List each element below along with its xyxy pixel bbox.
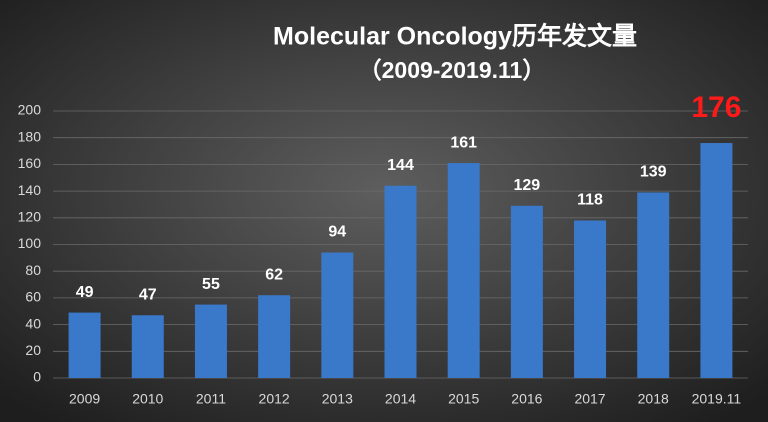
y-tick-label: 200 xyxy=(18,102,42,118)
bar xyxy=(574,220,607,378)
value-label: 139 xyxy=(640,164,667,181)
x-tick-label: 2017 xyxy=(574,391,605,407)
y-tick-label: 20 xyxy=(25,342,41,358)
bar xyxy=(258,295,291,378)
x-tick-label: 2019.11 xyxy=(692,391,742,407)
value-label: 47 xyxy=(139,286,157,303)
value-label: 94 xyxy=(328,224,346,241)
value-label: 161 xyxy=(450,134,477,151)
y-tick-label: 140 xyxy=(18,182,42,198)
value-label: 55 xyxy=(202,276,220,293)
y-tick-label: 180 xyxy=(18,128,42,144)
bar xyxy=(384,185,417,378)
y-tick-label: 0 xyxy=(33,369,41,385)
x-tick-label: 2012 xyxy=(259,391,290,407)
value-label: 176 xyxy=(691,91,741,124)
y-tick-label: 40 xyxy=(25,315,41,331)
y-tick-label: 120 xyxy=(18,209,42,225)
x-tick-label: 2014 xyxy=(385,391,416,407)
value-label: 129 xyxy=(514,177,541,194)
bar xyxy=(194,304,227,378)
x-tick-label: 2010 xyxy=(132,391,163,407)
chart-title: Molecular Oncology历年发文量 xyxy=(273,22,637,51)
bar xyxy=(447,163,480,378)
x-tick-label: 2009 xyxy=(69,391,100,407)
bar xyxy=(131,315,164,378)
bar xyxy=(68,312,101,378)
y-tick-label: 160 xyxy=(18,155,42,171)
bar xyxy=(510,205,543,378)
value-label: 62 xyxy=(265,266,283,283)
x-tick-label: 2015 xyxy=(448,391,479,407)
value-label: 144 xyxy=(387,157,414,174)
x-tick-label: 2018 xyxy=(638,391,669,407)
x-tick-label: 2013 xyxy=(322,391,353,407)
bar xyxy=(637,192,670,378)
bar xyxy=(321,252,354,378)
value-label: 118 xyxy=(577,192,603,209)
value-label: 49 xyxy=(76,284,94,301)
x-tick-label: 2016 xyxy=(511,391,542,407)
y-tick-label: 100 xyxy=(18,235,42,251)
y-tick-label: 80 xyxy=(25,262,41,278)
y-tick-label: 60 xyxy=(25,289,41,305)
bar xyxy=(700,143,733,378)
x-tick-label: 2011 xyxy=(196,391,226,407)
chart-subtitle: （2009-2019.11） xyxy=(359,57,546,83)
